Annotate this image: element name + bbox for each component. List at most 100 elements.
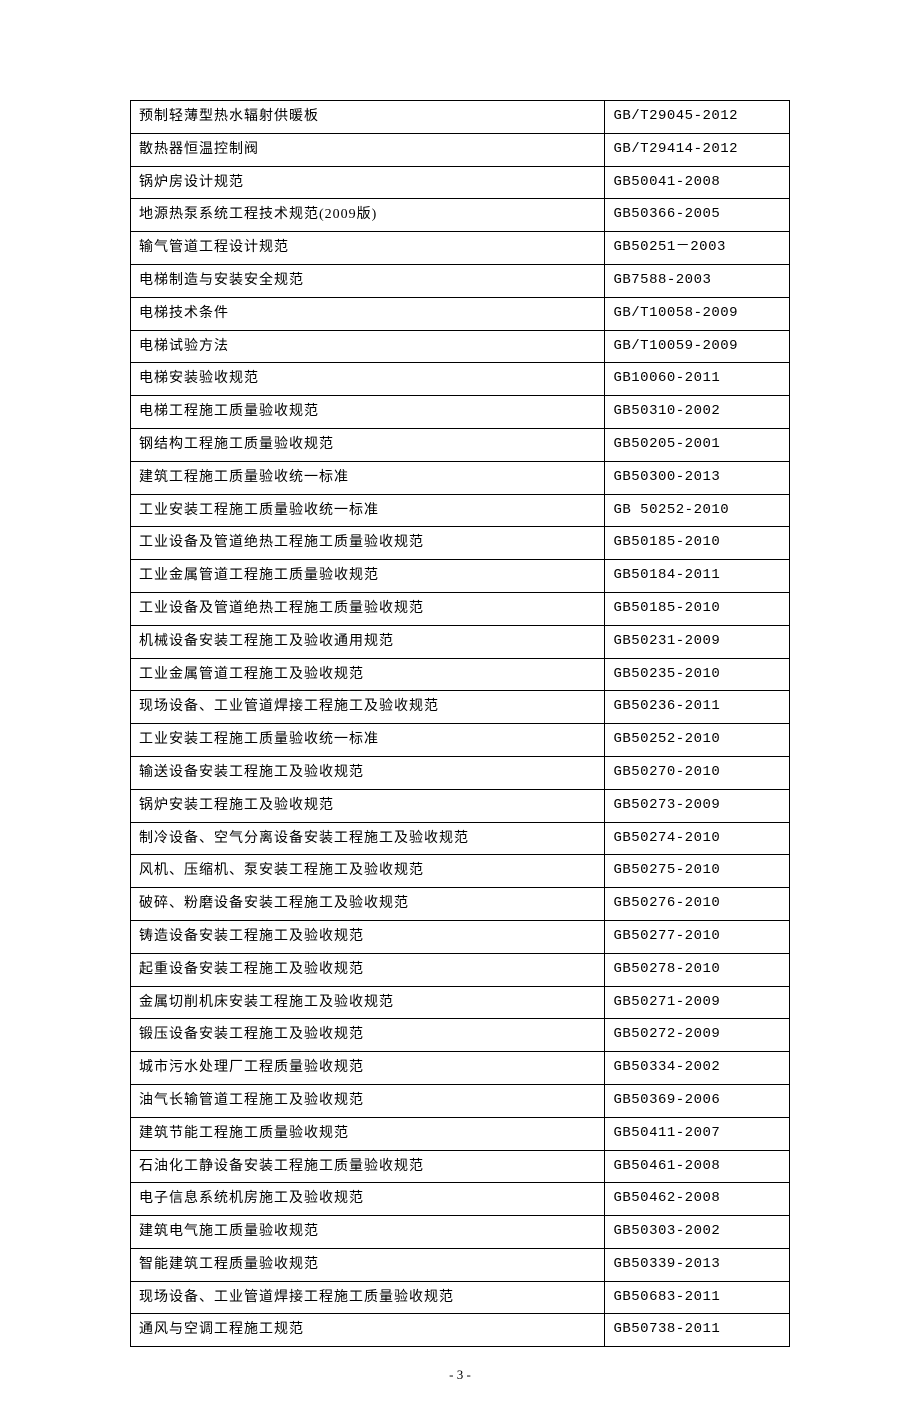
table-row: 通风与空调工程施工规范GB50738-2011 xyxy=(131,1314,790,1347)
standard-name-cell: 通风与空调工程施工规范 xyxy=(131,1314,605,1347)
table-row: 石油化工静设备安装工程施工质量验收规范GB50461-2008 xyxy=(131,1150,790,1183)
table-body: 预制轻薄型热水辐射供暖板GB/T29045-2012散热器恒温控制阀GB/T29… xyxy=(131,101,790,1347)
standard-code-cell: GB50275-2010 xyxy=(605,855,790,888)
standard-name-cell: 工业金属管道工程施工及验收规范 xyxy=(131,658,605,691)
standard-code-cell: GB50369-2006 xyxy=(605,1084,790,1117)
standard-name-cell: 铸造设备安装工程施工及验收规范 xyxy=(131,920,605,953)
standard-code-cell: GB50205-2001 xyxy=(605,428,790,461)
table-row: 油气长输管道工程施工及验收规范GB50369-2006 xyxy=(131,1084,790,1117)
standard-name-cell: 建筑节能工程施工质量验收规范 xyxy=(131,1117,605,1150)
table-row: 金属切削机床安装工程施工及验收规范GB50271-2009 xyxy=(131,986,790,1019)
standard-code-cell: GB50278-2010 xyxy=(605,953,790,986)
standard-code-cell: GB/T10058-2009 xyxy=(605,297,790,330)
standard-code-cell: GB50738-2011 xyxy=(605,1314,790,1347)
standard-name-cell: 工业设备及管道绝热工程施工质量验收规范 xyxy=(131,592,605,625)
table-row: 建筑工程施工质量验收统一标准GB50300-2013 xyxy=(131,461,790,494)
standard-code-cell: GB50276-2010 xyxy=(605,888,790,921)
standard-code-cell: GB50272-2009 xyxy=(605,1019,790,1052)
standard-name-cell: 地源热泵系统工程技术规范(2009版) xyxy=(131,199,605,232)
standard-code-cell: GB/T29414-2012 xyxy=(605,133,790,166)
standard-code-cell: GB50041-2008 xyxy=(605,166,790,199)
standard-code-cell: GB10060-2011 xyxy=(605,363,790,396)
standard-code-cell: GB50231-2009 xyxy=(605,625,790,658)
table-row: 建筑节能工程施工质量验收规范GB50411-2007 xyxy=(131,1117,790,1150)
table-row: 钢结构工程施工质量验收规范GB50205-2001 xyxy=(131,428,790,461)
standard-code-cell: GB50185-2010 xyxy=(605,592,790,625)
standard-code-cell: GB50411-2007 xyxy=(605,1117,790,1150)
standard-code-cell: GB50251－2003 xyxy=(605,232,790,265)
standard-name-cell: 电梯安装验收规范 xyxy=(131,363,605,396)
table-row: 输气管道工程设计规范GB50251－2003 xyxy=(131,232,790,265)
standard-code-cell: GB50461-2008 xyxy=(605,1150,790,1183)
standard-code-cell: GB50339-2013 xyxy=(605,1248,790,1281)
standard-name-cell: 石油化工静设备安装工程施工质量验收规范 xyxy=(131,1150,605,1183)
page-number: - 3 - xyxy=(130,1367,790,1383)
table-row: 工业设备及管道绝热工程施工质量验收规范GB50185-2010 xyxy=(131,592,790,625)
standard-name-cell: 工业金属管道工程施工质量验收规范 xyxy=(131,560,605,593)
standard-name-cell: 现场设备、工业管道焊接工程施工质量验收规范 xyxy=(131,1281,605,1314)
table-row: 电梯技术条件GB/T10058-2009 xyxy=(131,297,790,330)
table-row: 电梯制造与安装安全规范GB7588-2003 xyxy=(131,264,790,297)
standard-code-cell: GB50366-2005 xyxy=(605,199,790,232)
standard-code-cell: GB50274-2010 xyxy=(605,822,790,855)
standard-name-cell: 钢结构工程施工质量验收规范 xyxy=(131,428,605,461)
standard-name-cell: 油气长输管道工程施工及验收规范 xyxy=(131,1084,605,1117)
standard-name-cell: 电梯试验方法 xyxy=(131,330,605,363)
standard-name-cell: 锅炉房设计规范 xyxy=(131,166,605,199)
standard-name-cell: 起重设备安装工程施工及验收规范 xyxy=(131,953,605,986)
table-row: 散热器恒温控制阀GB/T29414-2012 xyxy=(131,133,790,166)
standard-name-cell: 城市污水处理厂工程质量验收规范 xyxy=(131,1052,605,1085)
standard-code-cell: GB50683-2011 xyxy=(605,1281,790,1314)
table-row: 地源热泵系统工程技术规范(2009版)GB50366-2005 xyxy=(131,199,790,232)
standard-name-cell: 制冷设备、空气分离设备安装工程施工及验收规范 xyxy=(131,822,605,855)
table-row: 起重设备安装工程施工及验收规范GB50278-2010 xyxy=(131,953,790,986)
table-row: 风机、压缩机、泵安装工程施工及验收规范GB50275-2010 xyxy=(131,855,790,888)
standard-name-cell: 电梯制造与安装安全规范 xyxy=(131,264,605,297)
standard-code-cell: GB50310-2002 xyxy=(605,396,790,429)
standard-code-cell: GB50277-2010 xyxy=(605,920,790,953)
standard-name-cell: 智能建筑工程质量验收规范 xyxy=(131,1248,605,1281)
standard-name-cell: 输送设备安装工程施工及验收规范 xyxy=(131,756,605,789)
table-row: 智能建筑工程质量验收规范GB50339-2013 xyxy=(131,1248,790,1281)
standard-name-cell: 工业设备及管道绝热工程施工质量验收规范 xyxy=(131,527,605,560)
table-row: 现场设备、工业管道焊接工程施工质量验收规范GB50683-2011 xyxy=(131,1281,790,1314)
standards-table: 预制轻薄型热水辐射供暖板GB/T29045-2012散热器恒温控制阀GB/T29… xyxy=(130,100,790,1347)
table-row: 现场设备、工业管道焊接工程施工及验收规范GB50236-2011 xyxy=(131,691,790,724)
table-row: 机械设备安装工程施工及验收通用规范GB50231-2009 xyxy=(131,625,790,658)
table-row: 锻压设备安装工程施工及验收规范GB50272-2009 xyxy=(131,1019,790,1052)
table-row: 锅炉房设计规范GB50041-2008 xyxy=(131,166,790,199)
standard-code-cell: GB50462-2008 xyxy=(605,1183,790,1216)
table-row: 电梯工程施工质量验收规范GB50310-2002 xyxy=(131,396,790,429)
standard-code-cell: GB50273-2009 xyxy=(605,789,790,822)
table-row: 铸造设备安装工程施工及验收规范GB50277-2010 xyxy=(131,920,790,953)
table-row: 电梯安装验收规范GB10060-2011 xyxy=(131,363,790,396)
standard-name-cell: 锻压设备安装工程施工及验收规范 xyxy=(131,1019,605,1052)
table-row: 工业安装工程施工质量验收统一标准GB 50252-2010 xyxy=(131,494,790,527)
standard-name-cell: 电梯技术条件 xyxy=(131,297,605,330)
table-row: 城市污水处理厂工程质量验收规范GB50334-2002 xyxy=(131,1052,790,1085)
standard-name-cell: 建筑工程施工质量验收统一标准 xyxy=(131,461,605,494)
standard-code-cell: GB 50252-2010 xyxy=(605,494,790,527)
table-row: 预制轻薄型热水辐射供暖板GB/T29045-2012 xyxy=(131,101,790,134)
standard-name-cell: 预制轻薄型热水辐射供暖板 xyxy=(131,101,605,134)
table-row: 电子信息系统机房施工及验收规范GB50462-2008 xyxy=(131,1183,790,1216)
standard-code-cell: GB7588-2003 xyxy=(605,264,790,297)
standard-name-cell: 散热器恒温控制阀 xyxy=(131,133,605,166)
standard-name-cell: 现场设备、工业管道焊接工程施工及验收规范 xyxy=(131,691,605,724)
standard-code-cell: GB50235-2010 xyxy=(605,658,790,691)
standard-code-cell: GB50236-2011 xyxy=(605,691,790,724)
table-row: 制冷设备、空气分离设备安装工程施工及验收规范GB50274-2010 xyxy=(131,822,790,855)
table-row: 建筑电气施工质量验收规范GB50303-2002 xyxy=(131,1216,790,1249)
standard-name-cell: 风机、压缩机、泵安装工程施工及验收规范 xyxy=(131,855,605,888)
table-row: 工业设备及管道绝热工程施工质量验收规范GB50185-2010 xyxy=(131,527,790,560)
standard-code-cell: GB50270-2010 xyxy=(605,756,790,789)
standard-code-cell: GB50334-2002 xyxy=(605,1052,790,1085)
table-row: 工业金属管道工程施工及验收规范GB50235-2010 xyxy=(131,658,790,691)
standard-name-cell: 建筑电气施工质量验收规范 xyxy=(131,1216,605,1249)
table-row: 输送设备安装工程施工及验收规范GB50270-2010 xyxy=(131,756,790,789)
table-row: 锅炉安装工程施工及验收规范GB50273-2009 xyxy=(131,789,790,822)
standard-code-cell: GB50300-2013 xyxy=(605,461,790,494)
standard-code-cell: GB50271-2009 xyxy=(605,986,790,1019)
table-row: 工业安装工程施工质量验收统一标准GB50252-2010 xyxy=(131,724,790,757)
standard-name-cell: 金属切削机床安装工程施工及验收规范 xyxy=(131,986,605,1019)
